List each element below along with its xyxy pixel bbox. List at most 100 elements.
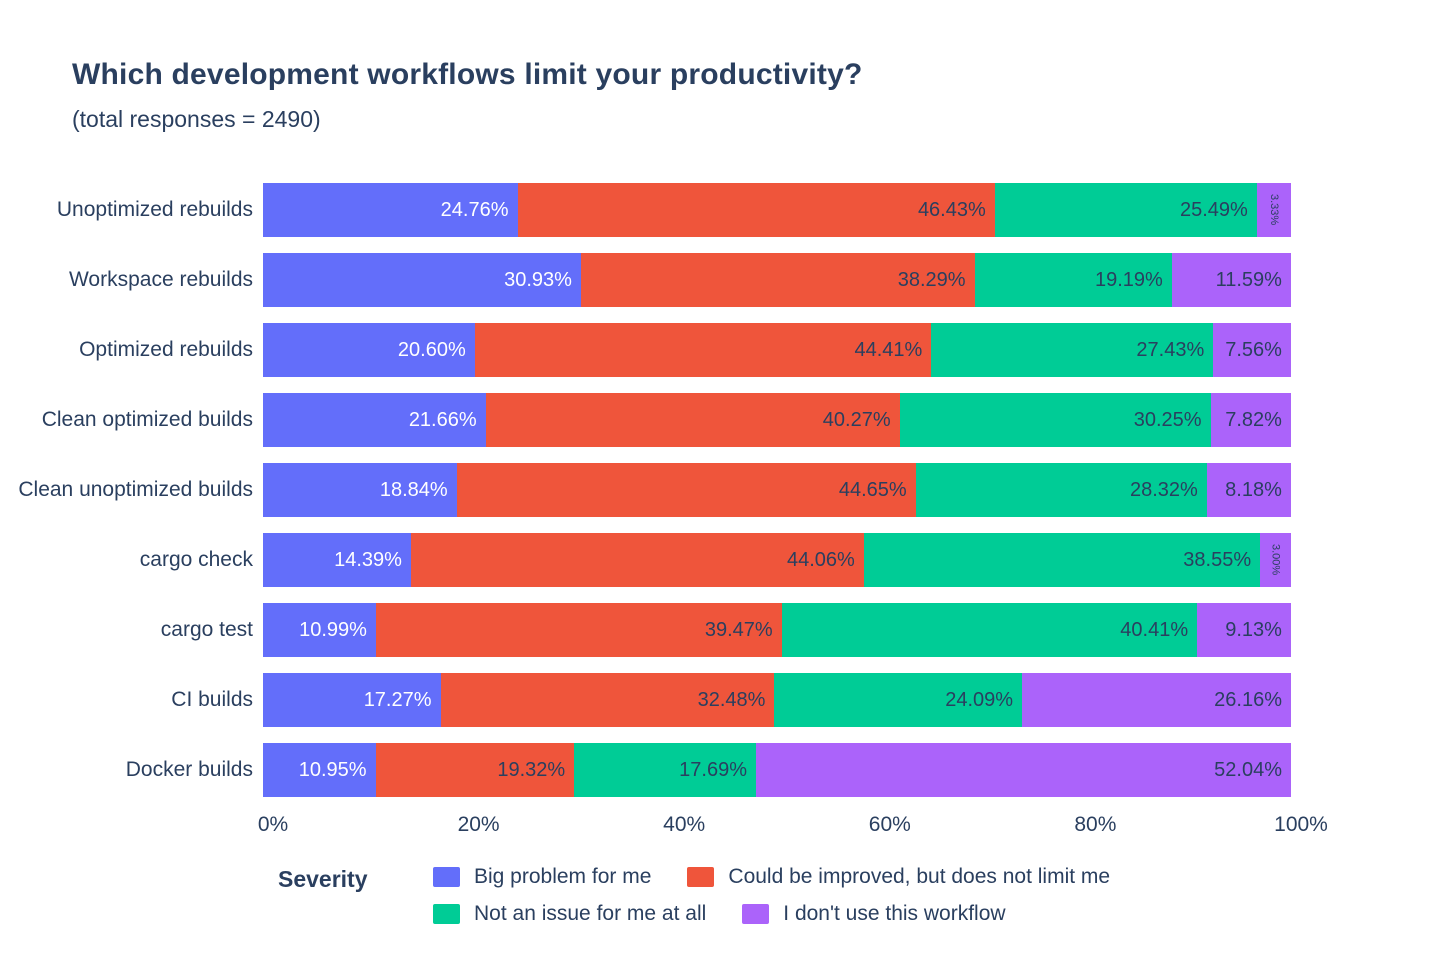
bar-track: 30.93% 38.29% 19.19% 11.59% xyxy=(263,253,1291,307)
legend-swatch-icon xyxy=(742,904,770,924)
category-label: Clean optimized builds xyxy=(41,407,253,431)
bar-value-label: 38.55% xyxy=(1183,548,1252,571)
x-tick-label: 40% xyxy=(663,813,706,836)
bar-segment[interactable]: 44.65% xyxy=(456,463,916,517)
bar-value-label: 28.32% xyxy=(1129,478,1198,501)
bar-value-label: 24.76% xyxy=(440,198,509,221)
bar-segment[interactable]: 17.69% xyxy=(574,743,757,797)
bar-segment[interactable]: 14.39% xyxy=(263,533,411,587)
bar-value-label: 26.16% xyxy=(1214,688,1282,711)
chart-title: Which development workflows limit your p… xyxy=(72,58,863,91)
bar-segment[interactable]: 32.48% xyxy=(440,673,775,727)
bar-segment[interactable]: 20.60% xyxy=(263,323,475,377)
category-label: Unoptimized rebuilds xyxy=(56,197,253,221)
category-label: CI builds xyxy=(171,687,253,711)
bar-segment[interactable]: 24.76% xyxy=(263,183,518,237)
bar-segment[interactable]: 3.00% xyxy=(1260,533,1291,587)
bar-segment[interactable]: 30.25% xyxy=(899,393,1211,447)
bar-value-label: 40.27% xyxy=(822,408,891,431)
bar-value-label: 7.82% xyxy=(1225,408,1282,431)
legend-label: I don't use this workflow xyxy=(783,902,1006,925)
bar-row: Clean optimized builds 21.66% 40.27% 30.25%… xyxy=(0,393,1456,447)
bar-track: 20.60% 44.41% 27.43% 7.56% xyxy=(263,323,1291,377)
bar-segment[interactable]: 3.33% xyxy=(1256,183,1292,237)
bar-row: Docker builds 10.95% 19.32% 17.69% 52.04% xyxy=(0,743,1456,797)
bar-segment[interactable]: 27.43% xyxy=(931,323,1214,377)
x-tick-label: 100% xyxy=(1274,813,1328,836)
bar-value-label: 32.48% xyxy=(697,688,766,711)
bar-segment[interactable]: 40.41% xyxy=(781,603,1198,657)
bar-segment[interactable]: 28.32% xyxy=(915,463,1207,517)
x-tick-label: 80% xyxy=(1074,813,1117,836)
bar-row: Unoptimized rebuilds 24.76% 46.43% 25.49% 3.… xyxy=(0,183,1456,237)
bar-segment[interactable]: 24.09% xyxy=(774,673,1023,727)
legend-swatch-icon xyxy=(433,867,460,887)
bar-value-label: 3.33% xyxy=(1267,194,1280,226)
bar-value-label: 44.41% xyxy=(854,338,923,361)
bar-track: 10.99% 39.47% 40.41% 9.13% xyxy=(263,603,1291,657)
bar-segment[interactable]: 38.55% xyxy=(863,533,1261,587)
x-tick-label: 60% xyxy=(868,813,911,836)
bar-segment[interactable]: 7.56% xyxy=(1213,323,1291,377)
bar-segment[interactable]: 10.99% xyxy=(263,603,376,657)
bar-value-label: 52.04% xyxy=(1214,758,1282,781)
bar-segment[interactable]: 9.13% xyxy=(1197,603,1291,657)
legend-item[interactable]: I don't use this workflow xyxy=(742,902,1006,926)
category-label: Docker builds xyxy=(125,757,253,781)
category-label: Workspace rebuilds xyxy=(68,267,253,291)
bar-value-label: 3.00% xyxy=(1269,544,1282,576)
bar-value-label: 20.60% xyxy=(397,338,466,361)
bar-value-label: 17.27% xyxy=(363,688,432,711)
bar-segment[interactable]: 10.95% xyxy=(263,743,376,797)
bar-segment[interactable]: 44.41% xyxy=(474,323,932,377)
bar-segment[interactable]: 39.47% xyxy=(375,603,782,657)
bar-segment[interactable]: 8.18% xyxy=(1206,463,1291,517)
legend-item[interactable]: Could be improved, but does not limit me xyxy=(687,865,1110,889)
bar-segment[interactable]: 11.59% xyxy=(1171,253,1291,307)
bar-track: 21.66% 40.27% 30.25% 7.82% xyxy=(263,393,1291,447)
legend-label: Big problem for me xyxy=(474,865,652,888)
bar-segment[interactable]: 30.93% xyxy=(263,253,581,307)
bar-value-label: 30.93% xyxy=(504,268,572,291)
bar-track: 17.27% 32.48% 24.09% 26.16% xyxy=(263,673,1291,727)
bar-segment[interactable]: 25.49% xyxy=(994,183,1257,237)
legend-label: Could be improved, but does not limit me xyxy=(728,865,1111,888)
bar-value-label: 21.66% xyxy=(408,408,477,431)
bar-segment[interactable]: 38.29% xyxy=(580,253,975,307)
bar-segment[interactable]: 46.43% xyxy=(517,183,995,237)
bar-segment[interactable]: 40.27% xyxy=(485,393,900,447)
legend-items: Big problem for me Could be improved, but… xyxy=(433,865,1110,926)
bar-segment[interactable]: 19.19% xyxy=(974,253,1172,307)
bar-value-label: 8.18% xyxy=(1225,478,1282,501)
x-axis: 0% 20% 40% 60% 80% 100% xyxy=(258,813,1328,845)
bar-row: Clean unoptimized builds 18.84% 44.65% 28.3… xyxy=(0,463,1456,517)
category-label: Optimized rebuilds xyxy=(79,337,253,361)
bar-segment[interactable]: 18.84% xyxy=(263,463,457,517)
bar-track: 10.95% 19.32% 17.69% 52.04% xyxy=(263,743,1291,797)
bar-rows: Unoptimized rebuilds 24.76% 46.43% 25.49% 3.… xyxy=(0,183,1456,797)
bar-row: cargo check 14.39% 44.06% 38.55% 3.00% xyxy=(0,533,1456,587)
bar-segment[interactable]: 44.06% xyxy=(410,533,864,587)
legend-item[interactable]: Big problem for me xyxy=(433,865,651,889)
bar-segment[interactable]: 7.82% xyxy=(1210,393,1291,447)
bar-segment[interactable]: 21.66% xyxy=(263,393,486,447)
bar-track: 18.84% 44.65% 28.32% 8.18% xyxy=(263,463,1291,517)
bar-segment[interactable]: 19.32% xyxy=(375,743,575,797)
legend-item[interactable]: Not an issue for me at all xyxy=(433,902,706,926)
legend-swatch-icon xyxy=(687,867,715,887)
bar-value-label: 11.59% xyxy=(1215,268,1282,291)
legend-label: Not an issue for me at all xyxy=(474,902,707,925)
bar-value-label: 25.49% xyxy=(1179,198,1248,221)
bar-value-label: 27.43% xyxy=(1136,338,1205,361)
legend: Severity Big problem for me Could be impr… xyxy=(278,865,1456,926)
bar-value-label: 44.06% xyxy=(787,548,855,571)
legend-row: Big problem for me Could be improved, but… xyxy=(433,865,1110,889)
stacked-bar-chart: Unoptimized rebuilds 24.76% 46.43% 25.49% 3.… xyxy=(0,183,1456,926)
bar-segment[interactable]: 52.04% xyxy=(756,743,1291,797)
bar-segment[interactable]: 26.16% xyxy=(1022,673,1291,727)
bar-value-label: 38.29% xyxy=(897,268,966,291)
bar-value-label: 19.32% xyxy=(497,758,566,781)
bar-segment[interactable]: 17.27% xyxy=(263,673,441,727)
bar-value-label: 9.13% xyxy=(1225,618,1282,641)
bar-value-label: 46.43% xyxy=(917,198,986,221)
